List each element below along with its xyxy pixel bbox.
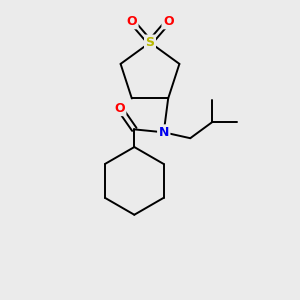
Text: N: N — [159, 126, 169, 139]
Text: S: S — [146, 36, 154, 49]
Text: O: O — [126, 15, 137, 28]
Text: O: O — [163, 15, 174, 28]
Text: O: O — [114, 102, 125, 115]
